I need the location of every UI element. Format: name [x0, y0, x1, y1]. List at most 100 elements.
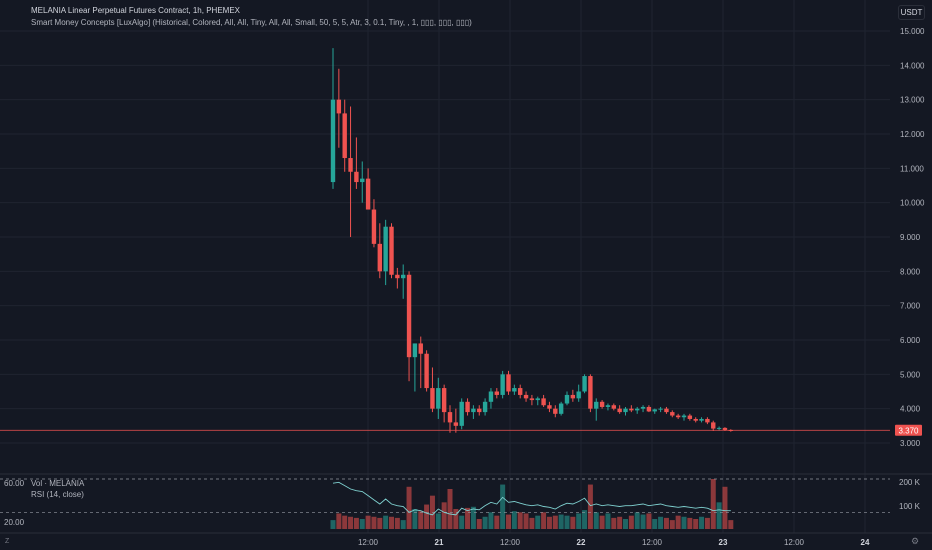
- candle-body: [506, 374, 511, 392]
- price-tick: 3.000: [900, 439, 921, 448]
- candle: [377, 223, 382, 279]
- candle-body: [348, 158, 353, 172]
- candle-body: [722, 427, 728, 430]
- volume-bar: [424, 504, 430, 529]
- candle: [605, 403, 611, 411]
- candle-body: [658, 408, 663, 410]
- candle-body: [664, 408, 669, 413]
- candle-body: [699, 418, 704, 421]
- candle: [406, 271, 412, 382]
- candle: [348, 106, 353, 237]
- volume-bar: [623, 519, 628, 529]
- candle: [658, 406, 663, 413]
- candle: [623, 406, 628, 416]
- vertical-grid: [367, 0, 866, 533]
- subpane-right-tick-upper: 200 K: [899, 478, 921, 487]
- candle-body: [687, 415, 693, 419]
- volume-bar: [517, 512, 523, 529]
- candle-body: [459, 401, 464, 426]
- price-tick: 13.000: [900, 96, 925, 105]
- volume-bar: [564, 515, 570, 529]
- volume-bar: [535, 515, 541, 529]
- price-tick: 5.000: [900, 370, 921, 379]
- candle: [599, 400, 605, 409]
- candle: [447, 405, 453, 433]
- candle-body: [594, 401, 599, 409]
- rsi-label[interactable]: RSI (14, close): [31, 490, 84, 499]
- candle: [588, 374, 593, 413]
- volume-bar: [593, 512, 599, 529]
- candle: [506, 370, 511, 395]
- candle: [441, 384, 447, 423]
- volume-bar: [476, 519, 482, 529]
- volume-bar: [389, 516, 394, 529]
- volume-bar: [599, 515, 605, 529]
- volume-bar: [330, 520, 336, 529]
- candle: [430, 367, 435, 413]
- horizontal-grid: [0, 30, 890, 444]
- volume-bar: [336, 513, 342, 529]
- candle-body: [605, 405, 611, 407]
- candle: [646, 405, 652, 413]
- volume-bars: [330, 479, 734, 529]
- subpane-right-tick-lower: 100 K: [899, 502, 921, 511]
- settings-icon[interactable]: ⚙: [911, 536, 920, 546]
- candle-body: [412, 343, 418, 358]
- timezone-icon[interactable]: Z: [5, 538, 10, 545]
- volume-bar: [628, 515, 634, 529]
- candle-body: [500, 374, 505, 395]
- chart-title: MELANIA Linear Perpetual Futures Contrac…: [31, 6, 240, 15]
- price-tick: 11.000: [900, 164, 924, 173]
- volume-bar: [353, 517, 359, 529]
- candle-body: [681, 415, 687, 418]
- candle-body: [436, 388, 441, 409]
- candle: [471, 405, 476, 419]
- volume-bar: [383, 515, 389, 529]
- price-axis: 15.000 14.000 13.000 12.000 11.000 10.000 9.00…: [900, 27, 925, 448]
- candle-body: [529, 398, 535, 401]
- candle: [558, 401, 564, 416]
- price-tick: 15.000: [900, 27, 925, 36]
- candle-body: [670, 412, 675, 416]
- volume-bar: [611, 517, 617, 529]
- currency-button[interactable]: USDT: [898, 5, 925, 20]
- candle: [488, 388, 494, 409]
- volume-bar: [488, 512, 494, 529]
- candle-body: [418, 343, 423, 354]
- candle: [424, 350, 429, 392]
- candle: [465, 398, 470, 416]
- candle-body: [465, 401, 470, 413]
- candle: [547, 401, 552, 413]
- candle: [635, 406, 640, 414]
- candle: [594, 398, 599, 421]
- volume-bar: [365, 515, 371, 529]
- volume-label[interactable]: Vol · MELANIA: [31, 479, 85, 488]
- volume-bar: [394, 517, 400, 529]
- candle: [482, 398, 488, 416]
- candle-body: [564, 394, 570, 404]
- indicator-legend[interactable]: Smart Money Concepts [LuxAlgo] (Historic…: [31, 18, 472, 27]
- candle-body: [447, 412, 453, 423]
- volume-bar: [681, 516, 687, 529]
- candle-body: [617, 408, 622, 413]
- volume-bar: [359, 519, 365, 529]
- time-tick: 22: [577, 538, 586, 547]
- candle-body: [716, 427, 722, 429]
- candle-body: [547, 405, 552, 409]
- time-tick: 12:00: [358, 538, 379, 547]
- candle: [675, 413, 681, 419]
- candle: [640, 405, 646, 413]
- candle-body: [342, 113, 347, 159]
- candle-body: [471, 408, 476, 413]
- candle: [389, 223, 394, 279]
- price-tick: 8.000: [900, 267, 921, 276]
- volume-bar: [663, 517, 669, 529]
- candle-body: [494, 391, 499, 395]
- candle-body: [588, 376, 593, 409]
- candle: [617, 405, 622, 414]
- candle: [401, 264, 406, 299]
- candle: [582, 374, 587, 394]
- candle-series: [330, 48, 733, 433]
- volume-bar: [412, 509, 418, 529]
